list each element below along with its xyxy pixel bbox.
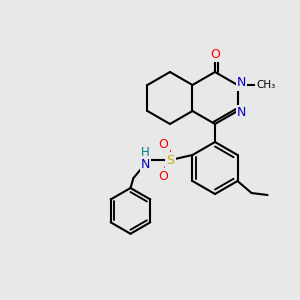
Text: CH₃: CH₃: [256, 80, 275, 90]
Text: H: H: [141, 146, 150, 160]
Text: N: N: [141, 158, 150, 170]
Text: O: O: [158, 169, 168, 182]
Text: O: O: [158, 137, 168, 151]
Text: S: S: [167, 154, 175, 166]
Text: N: N: [237, 76, 246, 89]
Text: O: O: [210, 47, 220, 61]
Text: N: N: [237, 106, 246, 119]
